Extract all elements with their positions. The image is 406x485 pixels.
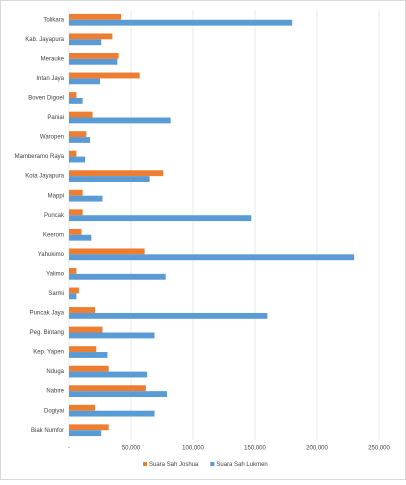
bar [69,13,122,20]
bar [69,293,77,300]
y-tick-label: Tolikara [43,17,64,23]
bar [69,78,100,85]
y-tick-label: Nabire [46,389,64,395]
y-tick-label: Waropen [40,135,64,141]
bar [69,131,87,138]
bar [69,391,167,397]
x-tick-label: - [68,446,70,452]
legend-swatch [143,462,147,466]
y-tick-label: Kep. Yapen [33,350,64,356]
y-tick-label: Dogiyai [44,408,64,414]
y-tick-label: Kota Jayapura [25,174,64,180]
bar [69,189,83,196]
y-tick-label: Paniai [47,115,64,121]
bar [69,424,109,431]
x-tick-label: 200,000 [306,446,328,452]
bar [69,312,268,319]
y-tick-label: Puncak [44,213,65,219]
bar [69,215,252,222]
y-tick-label: Peg. Bintang [30,330,64,336]
y-tick-label: Yahukimo [38,252,65,258]
bar [69,176,150,182]
bar [69,209,83,216]
y-tick-label: Puncak Jaya [30,311,65,317]
bar [69,307,96,313]
bar [69,254,355,261]
bar [69,170,164,177]
bar [69,53,119,59]
y-tick-label: Merauke [41,56,65,62]
bar [69,39,102,46]
y-tick-label: Intan Jaya [36,76,64,82]
x-tick-label: 250,000 [368,446,390,452]
legend-label: Suara Sah Joshua [149,462,199,468]
bar [69,195,103,202]
bar [69,248,145,255]
y-tick-label: Mappi [48,193,64,199]
bar [69,430,102,437]
bar [69,365,109,372]
y-tick-label: Nduga [46,369,64,375]
bar [69,33,113,40]
bar [69,150,77,157]
legend-swatch [210,462,215,466]
y-tick-label: Sarmi [48,291,64,297]
bar [69,273,166,280]
bar [69,92,77,98]
bar [69,137,91,143]
bar [69,58,118,65]
bar [69,19,293,26]
bar [69,287,79,294]
y-tick-label: Kab. Jayapura [25,37,64,43]
x-tick-label: 150,000 [244,446,266,452]
x-tick-label: 100,000 [182,446,204,452]
bar [69,332,155,339]
bar [69,156,86,163]
y-tick-label: Boven Digoel [28,96,64,102]
bar [69,228,82,235]
y-tick-label: Yalimo [46,271,65,277]
bar [69,346,97,353]
bar [69,234,92,241]
bar [69,410,155,417]
bar [69,371,148,378]
bar [69,268,77,274]
bar [69,326,103,333]
y-tick-label: Biak Numfor [31,428,64,434]
bar [69,352,108,358]
legend-label: Suara Sah Lukmen [216,462,267,468]
bar [69,117,171,124]
bar [69,111,93,118]
bar [69,72,140,79]
bar [69,404,96,411]
y-tick-label: Keerom [43,232,64,238]
bar [69,385,146,392]
y-tick-label: Mamberamo Raya [15,154,65,160]
x-tick-label: 50,000 [122,446,141,452]
bar [69,97,83,104]
